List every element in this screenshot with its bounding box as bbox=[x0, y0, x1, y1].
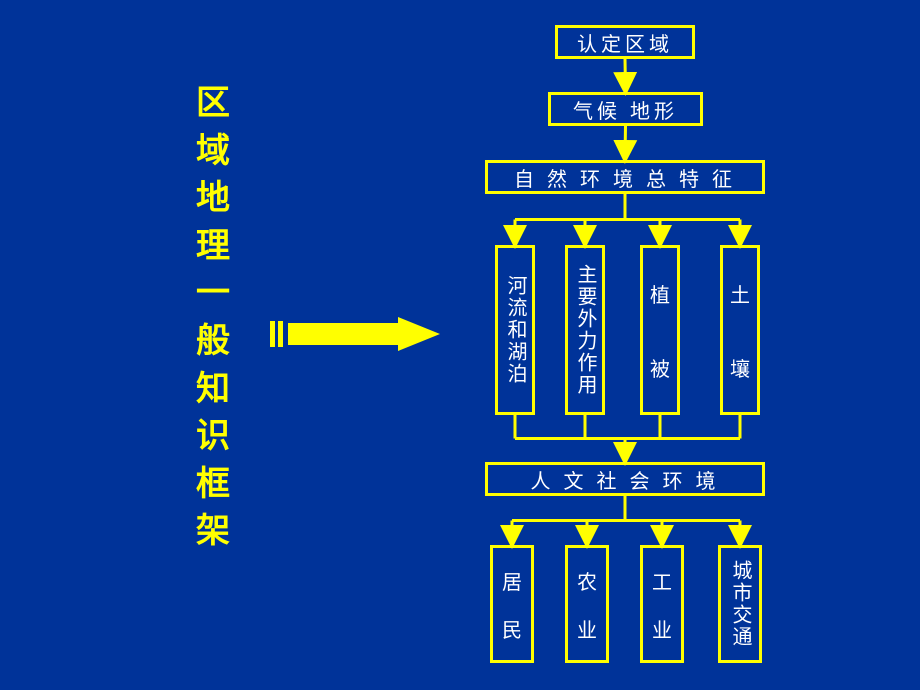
node-agriculture-a: 农 bbox=[577, 566, 597, 595]
node-residents: 居 民 bbox=[490, 545, 534, 663]
node-rivers: 河流和湖泊 bbox=[495, 245, 535, 415]
node-forces: 主要外力作用 bbox=[565, 245, 605, 415]
node-agriculture: 农 业 bbox=[565, 545, 609, 663]
node-industry-a: 工 bbox=[652, 566, 672, 595]
node-vegetation-b: 被 bbox=[650, 353, 670, 382]
big-arrow bbox=[270, 317, 440, 356]
connectors bbox=[0, 0, 920, 690]
page-title: 区域地理一般知识框架 bbox=[195, 80, 231, 556]
node-vegetation-a: 植 bbox=[650, 279, 670, 308]
node-soil-b: 壤 bbox=[730, 353, 750, 382]
node-agriculture-b: 业 bbox=[577, 614, 597, 643]
node-climate: 气候 地形 bbox=[548, 92, 703, 126]
node-soil: 土 壤 bbox=[720, 245, 760, 415]
node-region: 认定区域 bbox=[555, 25, 695, 59]
node-residents-b: 民 bbox=[502, 614, 522, 643]
node-transport: 城市交通 bbox=[718, 545, 762, 663]
node-industry: 工 业 bbox=[640, 545, 684, 663]
node-human: 人 文 社 会 环 境 bbox=[485, 462, 765, 496]
node-nature: 自 然 环 境 总 特 征 bbox=[485, 160, 765, 194]
node-residents-a: 居 bbox=[502, 566, 522, 595]
node-industry-b: 业 bbox=[652, 614, 672, 643]
node-soil-a: 土 bbox=[730, 279, 750, 308]
node-vegetation: 植 被 bbox=[640, 245, 680, 415]
